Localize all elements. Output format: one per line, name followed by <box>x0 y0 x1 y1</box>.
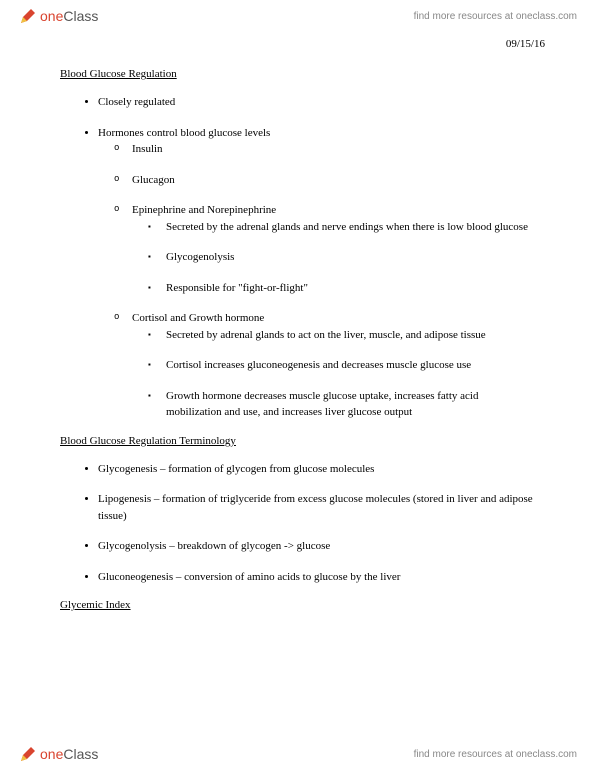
brand-text-footer: oneClass <box>40 746 98 762</box>
list-item-text: Insulin <box>132 143 163 155</box>
list-item-text: Glycogenesis – formation of glycogen fro… <box>98 463 374 475</box>
list-item-text: Secreted by adrenal glands to act on the… <box>166 329 486 341</box>
list-item: Glycogenolysis – breakdown of glycogen -… <box>98 538 535 555</box>
list-item: Glycogenesis – formation of glycogen fro… <box>98 461 535 478</box>
page-header: oneClass find more resources at oneclass… <box>0 0 595 32</box>
brand-logo: oneClass <box>18 6 98 26</box>
brand-text: oneClass <box>40 8 98 24</box>
list-item-text: Glucagon <box>132 174 175 186</box>
footer-tagline[interactable]: find more resources at oneclass.com <box>414 749 577 760</box>
section-title: Glycemic Index <box>60 599 535 611</box>
list-item: Cortisol and Growth hormone Secreted by a… <box>132 310 535 421</box>
page-footer: oneClass find more resources at oneclass… <box>0 738 595 770</box>
list-item-text: Glycogenolysis – breakdown of glycogen -… <box>98 540 330 552</box>
header-tagline[interactable]: find more resources at oneclass.com <box>414 11 577 22</box>
list-level-1: Glycogenesis – formation of glycogen fro… <box>60 461 535 586</box>
brand-part1: one <box>40 8 63 24</box>
list-item: Responsible for "fight-or-flight" <box>166 280 535 297</box>
list-item-text: Cortisol and Growth hormone <box>132 312 264 324</box>
list-item-text: Closely regulated <box>98 96 175 108</box>
list-item: Secreted by the adrenal glands and nerve… <box>166 219 535 236</box>
list-item: Secreted by adrenal glands to act on the… <box>166 327 535 344</box>
list-item-text: Gluconeogenesis – conversion of amino ac… <box>98 571 400 583</box>
brand-part2: Class <box>63 8 98 24</box>
list-item-text: Secreted by the adrenal glands and nerve… <box>166 221 528 233</box>
section-title: Blood Glucose Regulation Terminology <box>60 435 535 447</box>
pencil-icon <box>18 6 38 26</box>
list-item: Insulin <box>132 141 535 158</box>
list-item: Cortisol increases gluconeogenesis and d… <box>166 357 535 374</box>
list-item: Lipogenesis – formation of triglyceride … <box>98 491 535 524</box>
document-date: 09/15/16 <box>60 38 545 50</box>
list-item: Growth hormone decreases muscle glucose … <box>166 388 535 421</box>
list-item: Hormones control blood glucose levels Ins… <box>98 125 535 421</box>
list-level-3: Secreted by the adrenal glands and nerve… <box>132 219 535 297</box>
list-item: Epinephrine and Norepinephrine Secreted b… <box>132 202 535 296</box>
list-item-text: Lipogenesis – formation of triglyceride … <box>98 493 533 522</box>
list-level-3: Secreted by adrenal glands to act on the… <box>132 327 535 421</box>
list-item-text: Cortisol increases gluconeogenesis and d… <box>166 359 471 371</box>
list-item: Glycogenolysis <box>166 249 535 266</box>
brand-part1-footer: one <box>40 746 63 762</box>
list-level-2: Insulin Glucagon Epinephrine and Norepinep… <box>98 141 535 421</box>
list-item: Glucagon <box>132 172 535 189</box>
list-item-text: Responsible for "fight-or-flight" <box>166 282 308 294</box>
list-item-text: Epinephrine and Norepinephrine <box>132 204 276 216</box>
list-level-1: Closely regulated Hormones control blood … <box>60 94 535 421</box>
list-item-text: Growth hormone decreases muscle glucose … <box>166 390 478 419</box>
list-item-text: Hormones control blood glucose levels <box>98 127 270 139</box>
list-item: Closely regulated <box>98 94 535 111</box>
section-title: Blood Glucose Regulation <box>60 68 535 80</box>
brand-part2-footer: Class <box>63 746 98 762</box>
content-root: Blood Glucose Regulation Closely regulate… <box>60 68 535 611</box>
document-body: 09/15/16 Blood Glucose Regulation Closely… <box>0 32 595 665</box>
pencil-icon <box>18 744 38 764</box>
brand-logo-footer: oneClass <box>18 744 98 764</box>
list-item-text: Glycogenolysis <box>166 251 234 263</box>
list-item: Gluconeogenesis – conversion of amino ac… <box>98 569 535 586</box>
